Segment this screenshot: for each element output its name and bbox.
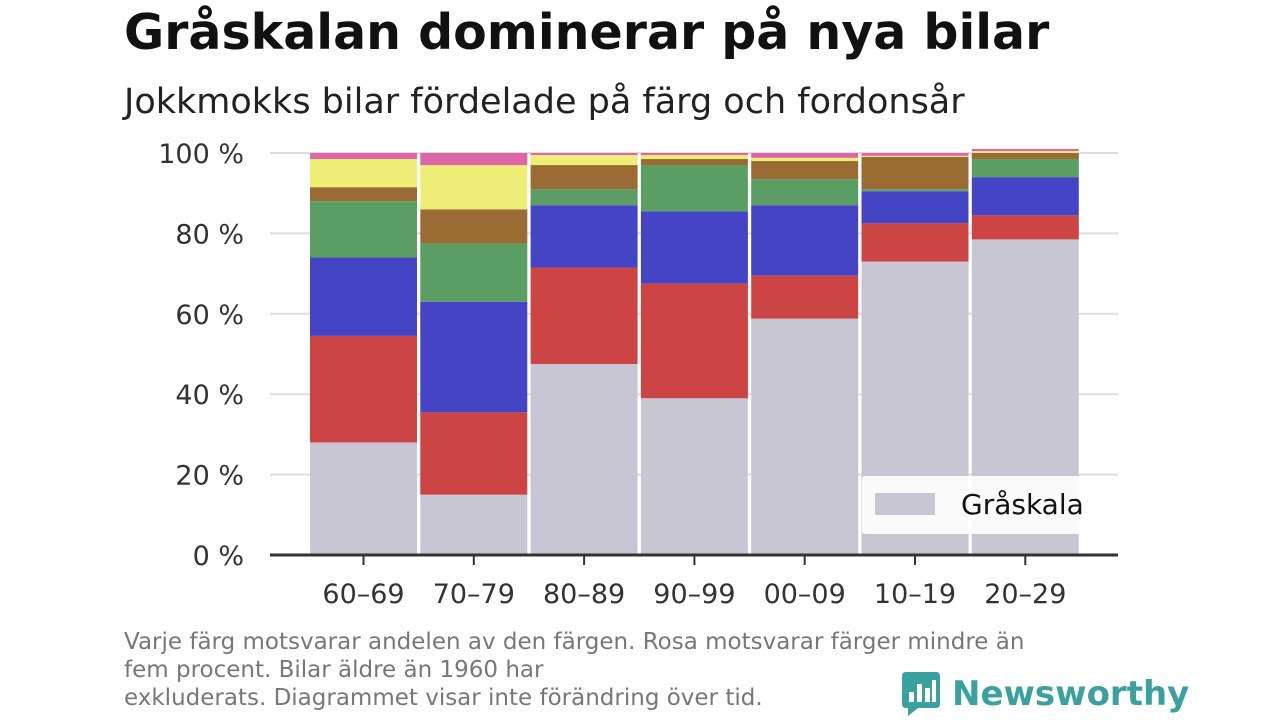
footnote-line: fem procent. Bilar äldre än 1960 har: [124, 657, 544, 683]
bar-segment: [530, 267, 638, 365]
bar-segment: [530, 165, 638, 190]
bar-segment: [751, 318, 859, 555]
bar-segment: [310, 159, 417, 188]
x-tick-label: 70–79: [433, 579, 515, 610]
bar-segment: [310, 153, 417, 160]
bar-segment: [861, 153, 969, 156]
legend-label: Gråskala: [961, 488, 1084, 521]
bar-segment: [640, 155, 748, 160]
chart-title: Gråskalan dominerar på nya bilar: [124, 4, 1050, 61]
brand-name: Newsworthy: [952, 674, 1190, 714]
y-tick-label: 20 %: [175, 461, 244, 492]
bar-segment: [861, 189, 969, 192]
bar-segment: [530, 364, 638, 555]
bar-segment: [530, 153, 638, 156]
bar-segment: [420, 494, 528, 555]
bar-segment: [971, 215, 1079, 240]
bar-segment: [971, 148, 1079, 151]
bar-segment: [751, 157, 859, 162]
bar-segment: [971, 177, 1079, 216]
bar-segment: [420, 165, 528, 210]
y-tick-label: 60 %: [175, 300, 244, 331]
bar-segment: [310, 257, 417, 336]
bar-segment: [530, 205, 638, 268]
bar-segment: [751, 153, 859, 158]
bar-segment: [751, 275, 859, 319]
bar-segment: [861, 191, 969, 224]
bar-segment: [530, 155, 638, 166]
x-tick-label: 90–99: [653, 579, 735, 610]
bar-segment: [640, 159, 748, 166]
footnote: Varje färg motsvarar andelen av den färg…: [124, 628, 1144, 712]
bar-segment: [310, 335, 417, 443]
bar-segment: [420, 209, 528, 244]
y-tick-label: 80 %: [175, 219, 244, 250]
bar-segment: [310, 201, 417, 258]
footnote-line: exkluderats. Diagrammet visar inte förän…: [124, 685, 763, 711]
bar-segment: [971, 150, 1079, 153]
newsworthy-logo: Newsworthy: [900, 668, 1189, 720]
bar-segment: [640, 165, 748, 212]
x-tick-label: 10–19: [874, 579, 956, 610]
bar-segment: [640, 211, 748, 284]
bar-segment: [420, 243, 528, 302]
axes: 0 % 20 % 40 % 60 % 80 % 100 % 60–69 70–79 80–89 9…: [158, 139, 1118, 610]
stacked-bar-chart: 0 % 20 % 40 % 60 % 80 % 100 % 60–69 70–79 80–89 9…: [158, 139, 1118, 610]
bar-segment: [861, 223, 969, 262]
x-tick-label: 20–29: [984, 579, 1066, 610]
y-tick-label: 100 %: [158, 139, 244, 170]
bar-segment: [530, 189, 638, 206]
bar-segment: [640, 398, 748, 555]
legend: Gråskala: [862, 476, 1118, 534]
legend-box: [862, 476, 1118, 534]
bar-segment: [861, 155, 969, 158]
bar-segment: [420, 153, 528, 166]
bar-segment: [310, 442, 417, 555]
bar-segment: [751, 179, 859, 206]
bar-segment: [640, 153, 748, 156]
chart-subtitle: Jokkmokks bilar fördelade på färg och fo…: [124, 82, 965, 122]
bar-segment: [420, 301, 528, 413]
bar-segment: [971, 153, 1079, 160]
x-tick-label: 80–89: [543, 579, 625, 610]
bar-segment: [640, 283, 748, 399]
footnote-line: Varje färg motsvarar andelen av den färg…: [124, 629, 1025, 655]
x-tick-label: 00–09: [764, 579, 846, 610]
bar-segment: [310, 187, 417, 202]
legend-swatch: [875, 493, 935, 515]
bar-segment: [971, 159, 1079, 178]
bar-segment: [751, 161, 859, 180]
bar-segment: [420, 412, 528, 495]
bar-chart-logo-icon: [902, 672, 940, 716]
bar-segment: [861, 157, 969, 190]
y-tick-label: 40 %: [175, 380, 244, 411]
bar-segment: [751, 205, 859, 276]
x-tick-label: 60–69: [322, 579, 404, 610]
y-tick-label: 0 %: [193, 541, 244, 572]
